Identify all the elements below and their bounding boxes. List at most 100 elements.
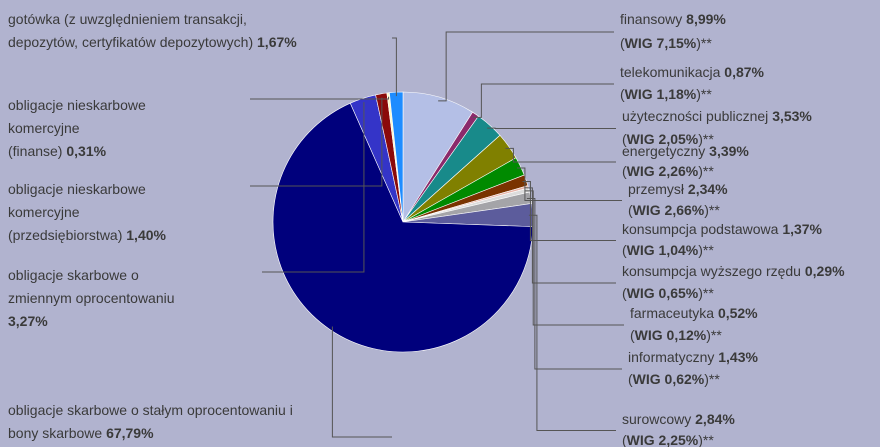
wig-close: )** <box>698 131 714 147</box>
wig-open: ( <box>628 371 633 387</box>
wig-close: )** <box>706 327 722 343</box>
value-label: 3,39% <box>709 143 749 159</box>
wig-open: ( <box>622 432 627 447</box>
wig-value: WIG 2,05% <box>627 131 699 147</box>
wig-label: (WIG 2,66%)** <box>628 202 720 218</box>
category-name: farmaceutyka <box>630 305 714 321</box>
wig-value: WIG 2,26% <box>627 163 699 179</box>
value-label: 2,84% <box>695 411 735 427</box>
leader-line <box>524 187 616 284</box>
slice-label: farmaceutyka 0,52% <box>630 305 758 321</box>
wig-close: )** <box>698 163 714 179</box>
wig-open: ( <box>622 242 627 258</box>
wig-label: (WIG 2,05%)** <box>622 131 714 147</box>
category-name: przemysł <box>628 181 685 197</box>
wig-label: (WIG 0,65%)** <box>622 285 714 301</box>
slice-label: gotówka (z uwzględnieniem transakcji, de… <box>8 8 297 54</box>
leader-line <box>250 97 383 187</box>
slice-label: przemysł 2,34% <box>628 181 728 197</box>
pie-slice <box>272 102 534 353</box>
slice-label: surowcowy 2,84% <box>622 411 735 427</box>
slice-label: telekomunikacja 0,87% <box>620 64 765 80</box>
leader-line <box>526 197 622 370</box>
wig-value: WIG 2,66% <box>633 202 705 218</box>
wig-label: (WIG 0,62%)** <box>628 371 720 387</box>
wig-value: WIG 2,25% <box>627 432 699 447</box>
value-label: 2,34% <box>688 181 728 197</box>
leader-line <box>516 167 622 201</box>
category-name: obligacje nieskarbowe komercyjne (przeds… <box>8 181 146 243</box>
slice-label: finansowy 8,99% <box>620 11 726 27</box>
value-label: 3,53% <box>772 108 812 124</box>
leader-line <box>525 190 624 326</box>
leader-line <box>262 102 365 273</box>
wig-open: ( <box>622 285 627 301</box>
value-label: 0,29% <box>805 263 845 279</box>
value-label: 1,67% <box>257 34 297 50</box>
wig-open: ( <box>622 163 627 179</box>
wig-close: )** <box>696 86 712 102</box>
category-name: obligacje skarbowe o stałym oprocentowan… <box>8 402 293 441</box>
value-label: 0,31% <box>66 143 107 159</box>
wig-close: )** <box>704 202 720 218</box>
wig-close: )** <box>698 285 714 301</box>
category-name: telekomunikacja <box>620 64 721 80</box>
wig-open: ( <box>620 86 625 102</box>
wig-label: (WIG 7,15%)** <box>620 35 712 51</box>
wig-open: ( <box>630 327 635 343</box>
category-name: surowcowy <box>622 411 691 427</box>
wig-value: WIG 0,62% <box>633 371 705 387</box>
leader-line <box>392 37 397 97</box>
wig-value: WIG 1,18% <box>625 86 697 102</box>
slice-label: obligacje nieskarbowe komercyjne (finans… <box>8 94 146 163</box>
category-name: użyteczności publicznej <box>622 108 768 124</box>
category-name: obligacje skarbowe o zmiennym oprocentow… <box>8 267 175 306</box>
value-label: 1,43% <box>718 349 758 365</box>
leader-line <box>522 181 616 241</box>
leader-line <box>438 31 614 102</box>
wig-close: )** <box>698 432 714 447</box>
category-name: energetyczny <box>622 143 705 159</box>
value-label: 0,87% <box>724 64 764 80</box>
wig-open: ( <box>622 131 627 147</box>
slice-label: energetyczny 3,39% <box>622 143 749 159</box>
slice-label: obligacje nieskarbowe komercyjne (przeds… <box>8 178 166 247</box>
leader-line <box>528 214 616 431</box>
value-label: 1,37% <box>782 221 822 237</box>
slice-label: informatyczny 1,43% <box>628 349 758 365</box>
leader-line <box>473 83 614 118</box>
category-name: informatyczny <box>628 349 714 365</box>
value-label: 1,40% <box>126 227 166 243</box>
wig-close: )** <box>704 371 720 387</box>
category-name: finansowy <box>620 11 682 27</box>
leader-line <box>250 96 390 100</box>
wig-value: WIG 0,12% <box>635 327 707 343</box>
value-label: 3,27% <box>8 313 48 329</box>
slice-label: konsumpcja wyższego rzędu 0,29% <box>622 263 845 279</box>
wig-value: WIG 1,04% <box>627 242 699 258</box>
category-name: konsumpcja podstawowa <box>622 221 779 237</box>
wig-label: (WIG 0,12%)** <box>630 327 722 343</box>
slice-label: użyteczności publicznej 3,53% <box>622 108 812 124</box>
wig-label: (WIG 2,25%)** <box>622 432 714 447</box>
wig-value: WIG 0,65% <box>627 285 699 301</box>
slice-label: obligacje skarbowe o stałym oprocentowan… <box>8 399 293 445</box>
value-label: 0,52% <box>718 305 758 321</box>
slice-label: konsumpcja podstawowa 1,37% <box>622 221 823 237</box>
wig-close: )** <box>696 35 712 51</box>
category-name: gotówka (z uwzględnieniem transakcji, de… <box>8 11 254 50</box>
category-name: konsumpcja wyższego rzędu <box>622 263 801 279</box>
wig-label: (WIG 1,18%)** <box>620 86 712 102</box>
leader-line <box>331 326 392 438</box>
wig-label: (WIG 2,26%)** <box>622 163 714 179</box>
wig-label: (WIG 1,04%)** <box>622 242 714 258</box>
category-name: obligacje nieskarbowe komercyjne (finans… <box>8 97 146 159</box>
leader-line <box>505 147 616 163</box>
slice-label: obligacje skarbowe o zmiennym oprocentow… <box>8 264 175 333</box>
value-label: 67,79% <box>106 425 154 441</box>
wig-value: WIG 7,15% <box>625 35 697 51</box>
wig-open: ( <box>628 202 633 218</box>
value-label: 8,99% <box>686 11 726 27</box>
